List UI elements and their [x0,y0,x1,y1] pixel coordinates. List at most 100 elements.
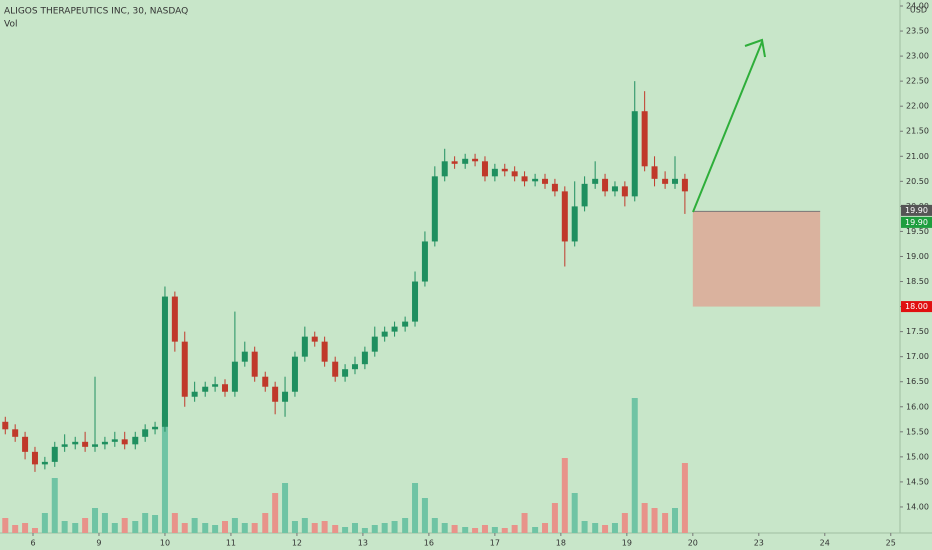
volume-bar [381,523,388,533]
volume-bar [142,513,149,533]
x-tick-label: 11 [226,539,236,548]
x-tick-label: 9 [96,539,101,548]
candle-body [31,451,38,465]
volume-bar [121,518,128,533]
candle-body [171,296,178,342]
volume-bar [191,518,198,533]
price-label-bg [901,216,932,228]
volume-bar [161,413,168,533]
candle-body [371,336,378,352]
volume-bar [551,503,558,533]
volume-bar [651,508,658,533]
volume-bar [342,527,349,533]
y-tick-label: 18.50 [906,277,929,286]
candle-body [92,444,99,447]
volume-bar [521,513,528,533]
candle-body [631,111,638,197]
candle-body [532,178,539,182]
candle-body [611,186,618,192]
volume-bar [12,525,19,533]
arrow-head [744,38,766,58]
volume-bar [602,525,609,533]
candle-body [41,461,48,465]
y-tick-label: 17.50 [906,327,929,336]
price-label: 18.00 [905,302,928,311]
volume-bar [351,523,358,533]
candle-body [291,356,298,392]
price-axis-bg [900,0,932,550]
y-tick-label: 23.50 [906,27,929,36]
y-tick-label: 22.00 [906,102,929,111]
x-tick-label: 18 [556,539,566,548]
volume-bar [451,525,458,533]
candle-body [22,436,29,452]
candle-body [412,281,419,322]
volume-bar [511,525,518,533]
volume-bar [371,525,378,533]
candle-body [342,369,349,377]
volume-bar [361,528,368,533]
volume-label: Vol [4,20,17,30]
volume-bar [311,523,318,533]
x-tick-label: 23 [754,539,764,548]
volume-bar [332,525,339,533]
volume-bar [321,521,328,533]
volume-bar [272,493,279,533]
candle-body [521,176,528,182]
candle-body [82,441,89,447]
volume-bar [92,508,99,533]
y-tick-label: 24.00 [906,2,929,11]
volume-bar [631,398,638,533]
y-tick-label: 14.50 [906,477,929,486]
candle-body [161,296,168,427]
volume-bar [611,523,618,533]
candle-body [321,341,328,362]
volume-bar [262,513,269,533]
volume-bar [592,523,599,533]
candle-body [301,336,308,357]
candle-body [191,391,198,397]
volume-bar [171,513,178,533]
target-box [692,211,821,307]
y-tick-label: 21.00 [906,152,929,161]
y-tick-label: 20.50 [906,177,929,186]
chart-title: ALIGOS THERAPEUTICS INC, 30, NASDAQ [4,7,188,17]
arrow [692,38,766,213]
candle-body [481,161,488,177]
volume-bar [641,503,648,533]
volume-bar [202,523,209,533]
candle-body [132,436,139,445]
volume-bar [241,523,248,533]
volume-bar [581,521,588,533]
x-tick-label: 16 [424,539,434,548]
x-tick-label: 10 [160,539,170,548]
candle-body [651,166,658,179]
candle-body [662,178,669,184]
volume-bar [402,518,409,533]
volume-bar [31,528,38,533]
y-tick-label: 21.50 [906,127,929,136]
x-tick-label: 19 [622,539,632,548]
volume-bar [222,521,228,533]
volume-bar [41,513,48,533]
candle-body [641,111,648,167]
volume-bar [421,498,428,533]
candle-body [672,178,678,184]
volume-bar [672,508,678,533]
candle-body [351,364,358,370]
candle-body [251,351,258,377]
x-tick-label: 12 [292,539,302,548]
price-label: 19.90 [905,218,928,227]
candle-body [441,161,448,177]
volume-bar [2,518,9,533]
candle-body [272,386,279,402]
volume-bar [561,458,568,533]
x-tick-label: 13 [358,539,368,548]
candle-body [361,351,368,365]
volume-bar [212,525,219,533]
volume-bar [152,515,159,533]
volume-bar [301,518,308,533]
volume-bar [491,527,498,533]
volume-bar [231,518,238,533]
